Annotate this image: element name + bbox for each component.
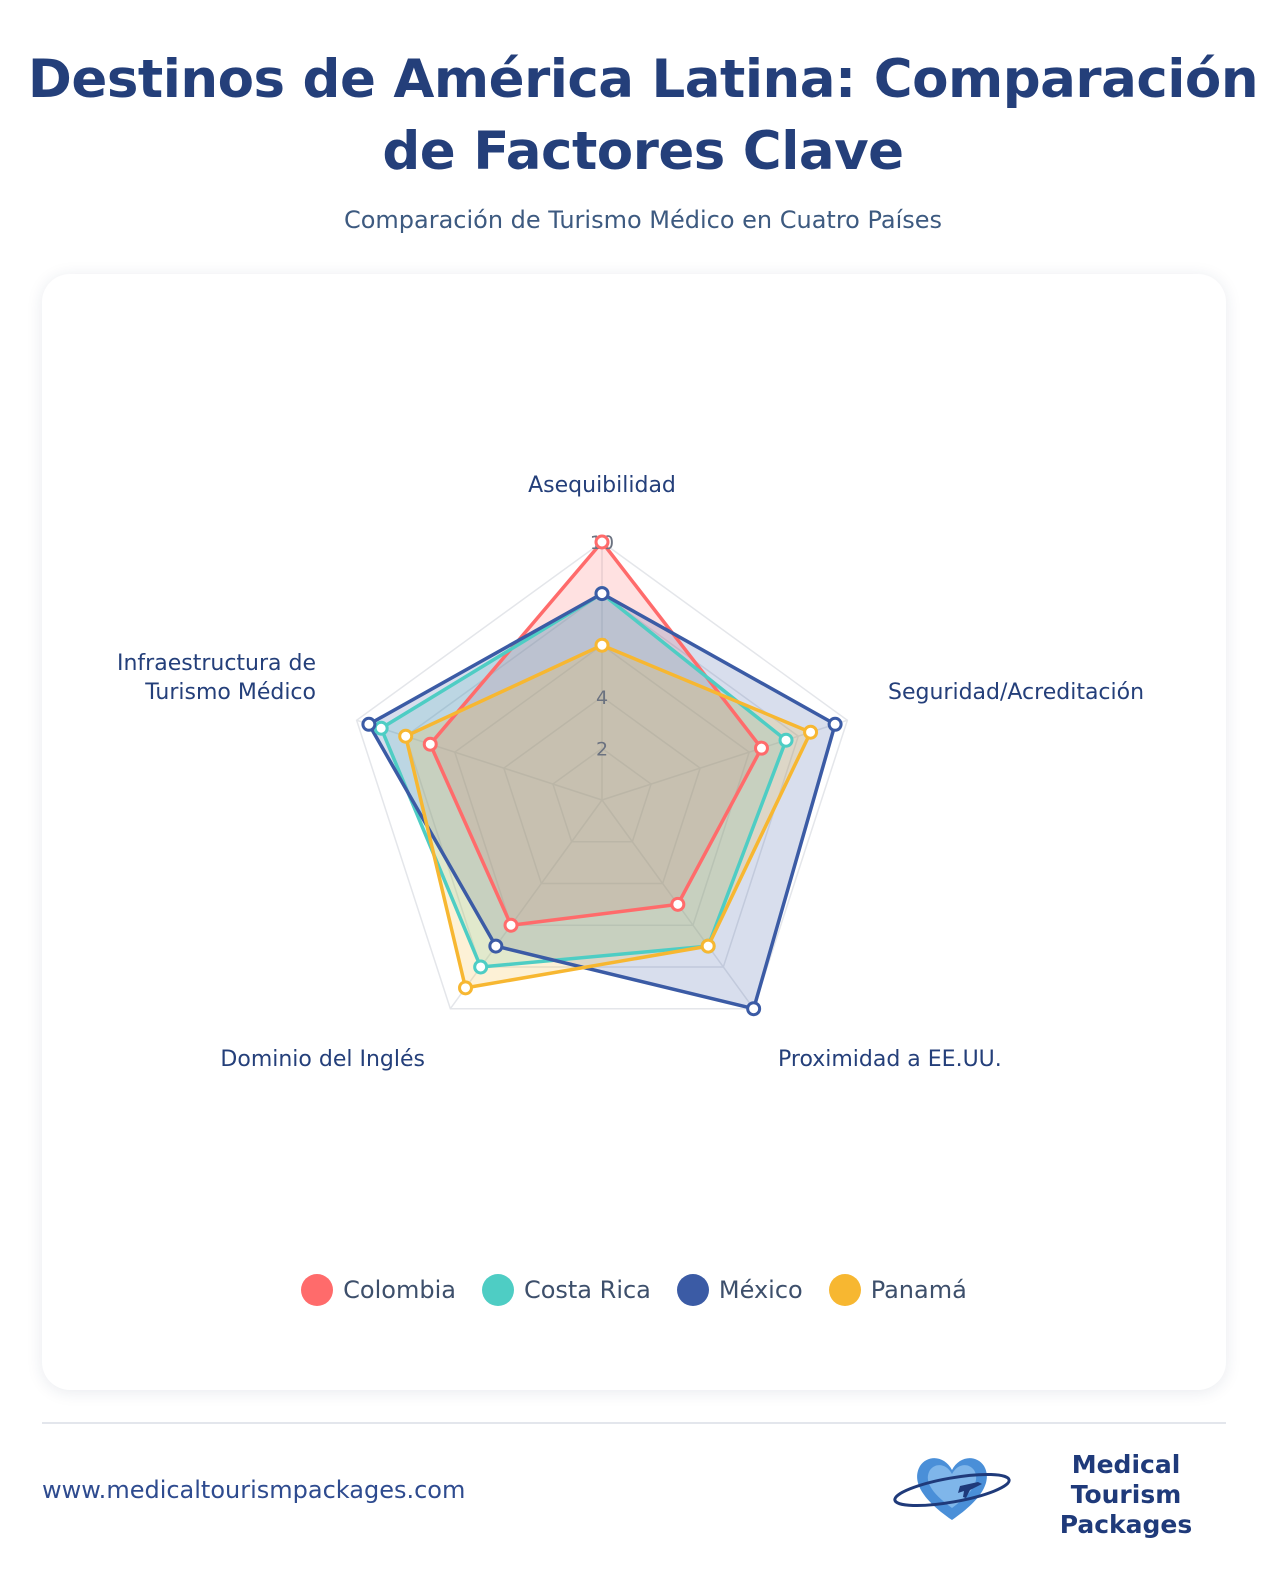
data-point xyxy=(827,716,843,732)
grid-spoke-4 xyxy=(356,719,603,801)
brand-line2: Packages xyxy=(1059,1510,1193,1539)
axis-label-1: Seguridad/Acreditación xyxy=(888,680,1144,705)
chart-subtitle: Comparación de Turismo Médico en Cuatro … xyxy=(343,206,943,234)
brand-line1: Medical Tourism xyxy=(1070,1450,1182,1509)
axis-label-0: Asequibilidad xyxy=(528,473,676,498)
data-point xyxy=(503,917,519,933)
data-point xyxy=(594,637,610,653)
series-line-3 xyxy=(403,643,813,990)
data-point xyxy=(753,740,769,756)
data-point xyxy=(458,980,474,996)
legend-label: Costa Rica xyxy=(523,1276,651,1304)
data-point xyxy=(700,938,716,954)
grid-ring-1 xyxy=(502,695,702,885)
legend-swatch xyxy=(828,1274,861,1306)
footer-divider xyxy=(42,1422,1226,1424)
data-point xyxy=(594,586,610,602)
legend-swatch xyxy=(676,1274,709,1306)
data-point xyxy=(398,728,414,744)
grid-spoke-3 xyxy=(449,799,603,1010)
data-point xyxy=(594,534,610,550)
data-point xyxy=(803,724,819,740)
radar-chart: 246810AsequibilidadSeguridad/Acreditació… xyxy=(117,473,1144,1072)
data-point xyxy=(422,736,438,752)
axis-label-4: Infraestructura de Turismo Médico xyxy=(117,651,316,705)
brand-logo: Medical Tourism Packages xyxy=(890,1448,1230,1539)
grid-ring-0 xyxy=(552,747,652,843)
radial-tick-label: 4 xyxy=(596,687,608,709)
data-point xyxy=(373,720,389,736)
data-point xyxy=(746,1001,762,1017)
series-area-1 xyxy=(381,593,787,967)
heart-plane-icon xyxy=(893,1458,1011,1520)
brand-name: Medical Tourism Packages xyxy=(1022,1450,1230,1540)
chart-title: Destinos de América Latina: Comparación … xyxy=(27,49,1259,182)
grid-ring-4 xyxy=(355,541,849,1010)
grid-ring-2 xyxy=(453,644,751,926)
series-line-1 xyxy=(379,591,788,969)
chart-legend: Colombia Costa Rica México Panamá xyxy=(42,1274,1226,1306)
series-line-2 xyxy=(367,591,837,1011)
legend-item-0[interactable]: Colombia xyxy=(301,1274,456,1306)
legend-label: Colombia xyxy=(343,1276,456,1304)
legend-swatch xyxy=(481,1274,514,1306)
legend-item-3[interactable]: Panamá xyxy=(828,1274,967,1306)
data-point xyxy=(361,716,377,732)
series-area-3 xyxy=(405,645,811,988)
footer-url[interactable]: www.medicaltourismpackages.com xyxy=(42,1476,466,1504)
legend-swatch xyxy=(301,1274,334,1306)
series-area-0 xyxy=(430,542,762,926)
data-point xyxy=(488,938,504,954)
legend-item-1[interactable]: Costa Rica xyxy=(481,1274,651,1306)
data-point xyxy=(778,732,794,748)
axis-label-3: Dominio del Inglés xyxy=(220,1047,425,1072)
legend-label: Panamá xyxy=(870,1276,967,1304)
legend-label: México xyxy=(718,1276,803,1304)
legend-item-2[interactable]: México xyxy=(676,1274,803,1306)
radial-tick-label: 2 xyxy=(596,738,608,760)
data-point xyxy=(670,896,686,912)
axis-label-2: Proximidad a EE.UU. xyxy=(778,1047,1002,1072)
chart-card: 246810AsequibilidadSeguridad/Acreditació… xyxy=(42,274,1226,1390)
data-point xyxy=(473,959,489,975)
